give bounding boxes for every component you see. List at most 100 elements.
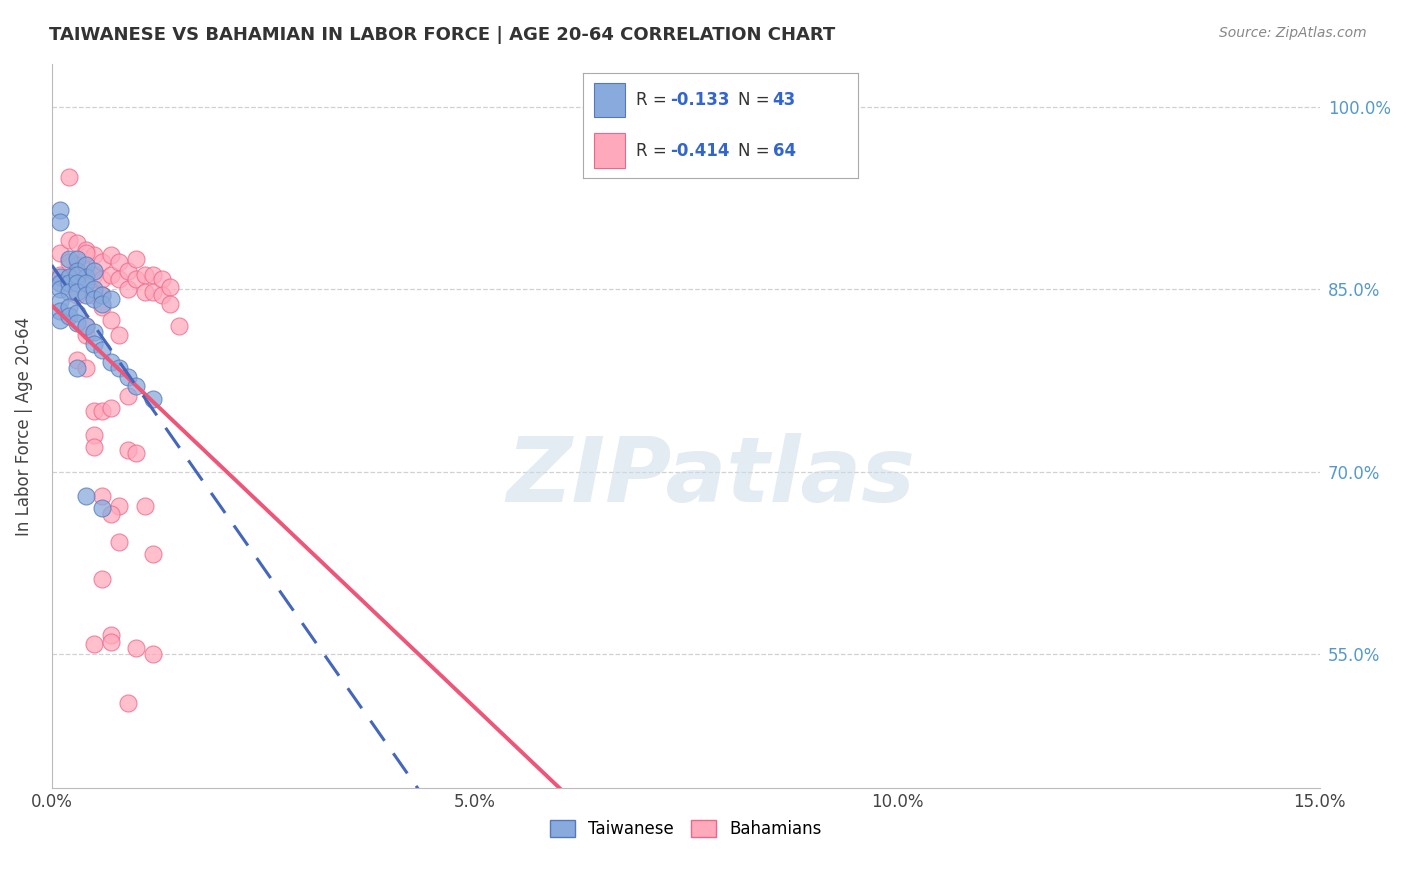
Point — [108, 328, 131, 343]
Point — [66, 252, 89, 266]
Point — [58, 276, 80, 290]
Point — [100, 507, 122, 521]
Point — [75, 288, 97, 302]
Text: N =: N = — [738, 91, 775, 109]
Point — [58, 170, 80, 185]
Point — [159, 279, 181, 293]
Point — [91, 501, 114, 516]
Point — [75, 258, 97, 272]
Point — [125, 640, 148, 655]
Point — [66, 352, 89, 367]
Point — [91, 288, 114, 302]
Point — [150, 288, 173, 302]
Point — [91, 272, 114, 286]
Text: N =: N = — [738, 142, 775, 160]
Point — [108, 499, 131, 513]
Point — [134, 268, 156, 282]
Point — [100, 312, 122, 326]
Point — [75, 276, 97, 290]
Point — [142, 268, 165, 282]
Point — [66, 276, 89, 290]
Point — [117, 282, 139, 296]
Point — [49, 282, 72, 296]
Point — [83, 248, 105, 262]
Point — [66, 268, 89, 282]
Point — [125, 446, 148, 460]
Point — [117, 389, 139, 403]
Point — [108, 255, 131, 269]
Point — [125, 272, 148, 286]
Point — [108, 361, 131, 376]
Point — [49, 245, 72, 260]
Point — [58, 269, 80, 284]
Point — [91, 288, 114, 302]
Point — [167, 318, 190, 333]
Point — [150, 272, 173, 286]
Point — [49, 215, 72, 229]
Point — [49, 276, 72, 290]
Point — [91, 572, 114, 586]
Text: R =: R = — [636, 142, 672, 160]
Point — [117, 442, 139, 457]
Point — [75, 318, 97, 333]
Point — [49, 312, 72, 326]
Point — [75, 318, 97, 333]
Point — [117, 264, 139, 278]
Point — [142, 285, 165, 299]
Point — [83, 288, 105, 302]
Point — [83, 292, 105, 306]
Point — [75, 264, 97, 278]
Text: R =: R = — [636, 91, 672, 109]
Point — [58, 285, 80, 299]
Point — [66, 235, 89, 250]
Point — [83, 428, 105, 442]
Point — [75, 361, 97, 376]
Point — [83, 285, 105, 299]
Text: TAIWANESE VS BAHAMIAN IN LABOR FORCE | AGE 20-64 CORRELATION CHART: TAIWANESE VS BAHAMIAN IN LABOR FORCE | A… — [49, 26, 835, 44]
Point — [117, 369, 139, 384]
Point — [83, 325, 105, 339]
Point — [83, 336, 105, 351]
Point — [75, 243, 97, 257]
Text: -0.133: -0.133 — [669, 91, 730, 109]
Point — [58, 301, 80, 315]
Point — [159, 296, 181, 310]
Point — [66, 269, 89, 284]
Point — [83, 264, 105, 278]
Point — [100, 292, 122, 306]
Bar — [595, 83, 624, 118]
Point — [125, 252, 148, 266]
Point — [91, 403, 114, 417]
Text: Source: ZipAtlas.com: Source: ZipAtlas.com — [1219, 26, 1367, 40]
Point — [58, 309, 80, 323]
Point — [66, 316, 89, 330]
Point — [91, 301, 114, 315]
Point — [100, 248, 122, 262]
Point — [108, 272, 131, 286]
Point — [75, 245, 97, 260]
Point — [134, 285, 156, 299]
Text: 64: 64 — [773, 142, 796, 160]
Point — [75, 489, 97, 503]
Point — [75, 328, 97, 343]
Point — [66, 306, 89, 320]
Point — [83, 268, 105, 282]
Point — [66, 361, 89, 376]
Point — [142, 647, 165, 661]
Point — [49, 304, 72, 318]
Point — [83, 282, 105, 296]
Point — [49, 202, 72, 217]
Point — [49, 294, 72, 309]
Point — [58, 234, 80, 248]
Point — [91, 489, 114, 503]
Point — [66, 288, 89, 302]
Point — [58, 255, 80, 269]
Point — [117, 696, 139, 710]
Point — [49, 269, 72, 284]
Point — [125, 379, 148, 393]
Bar — [595, 133, 624, 168]
Text: ZIPatlas: ZIPatlas — [506, 433, 915, 521]
Point — [100, 401, 122, 416]
Point — [83, 440, 105, 454]
Point — [100, 635, 122, 649]
